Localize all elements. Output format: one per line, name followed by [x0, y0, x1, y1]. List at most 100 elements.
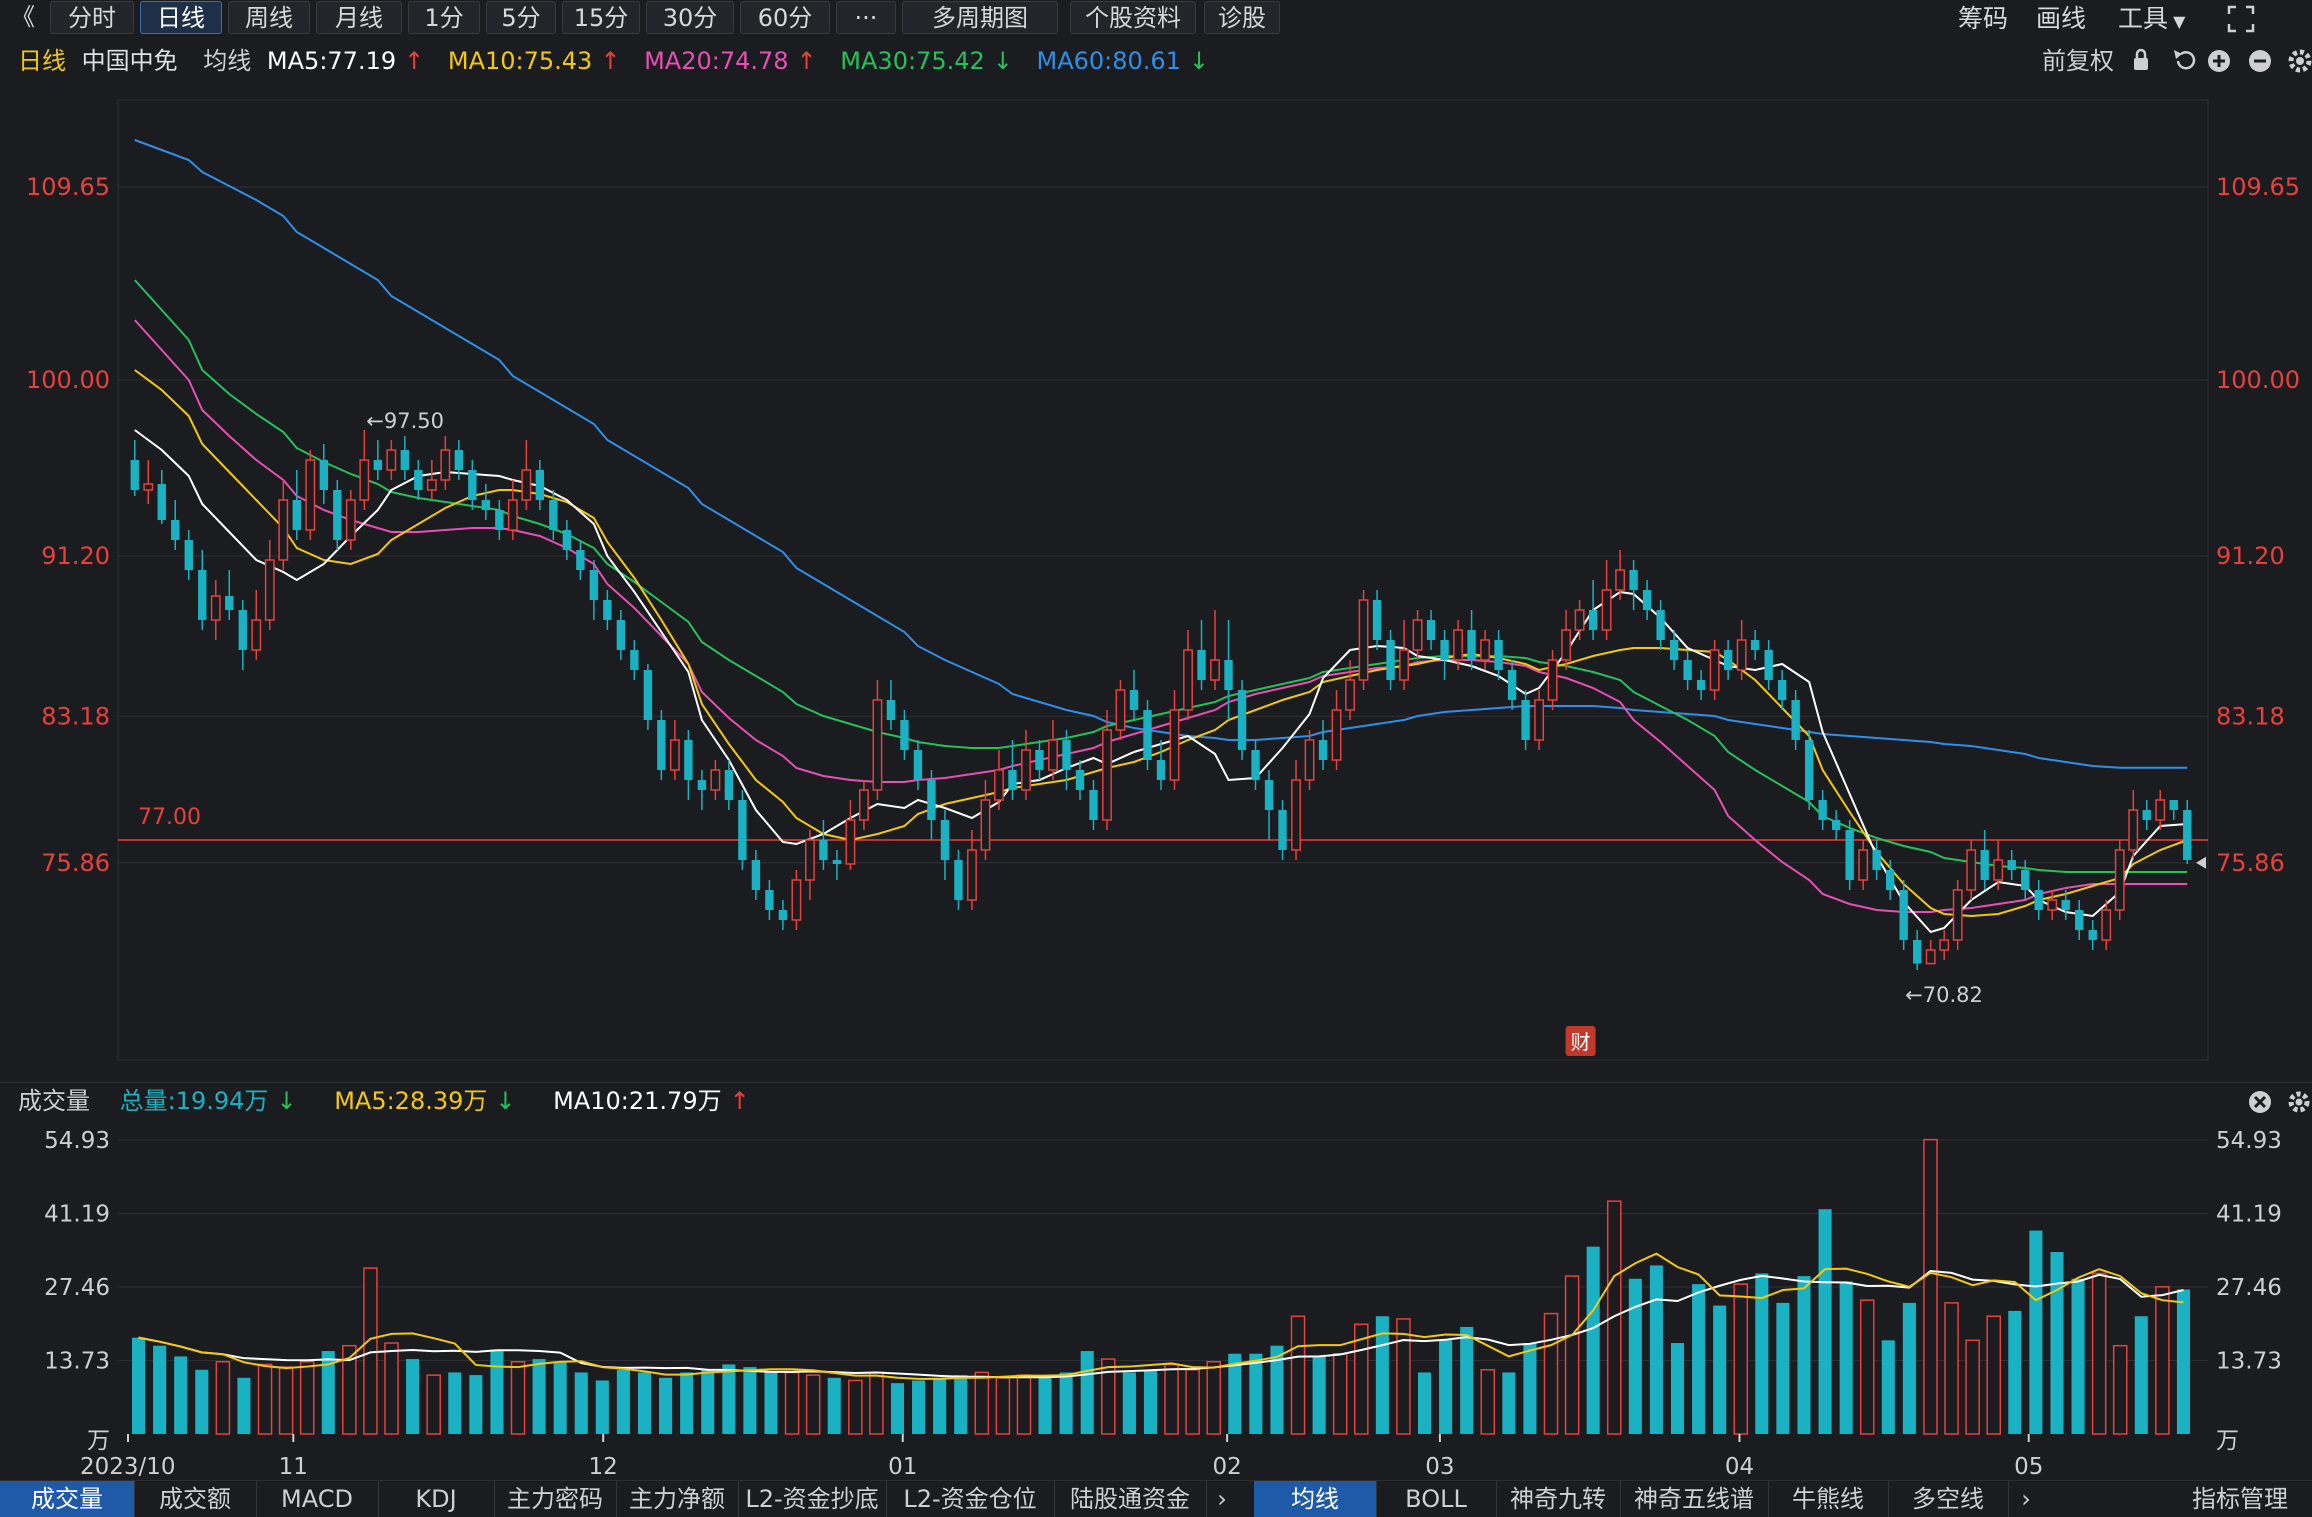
bottom-tab-8[interactable]: 陆股通资金: [1054, 1481, 1207, 1517]
indicator-tab-4[interactable]: 牛熊线: [1768, 1481, 1889, 1517]
candle[interactable]: [913, 740, 923, 790]
volume-bar-down[interactable]: [2008, 1310, 2022, 1434]
volume-bar-down[interactable]: [827, 1377, 841, 1434]
candle[interactable]: [1440, 630, 1449, 680]
volume-bar-up[interactable]: [426, 1374, 441, 1435]
candle[interactable]: [1224, 620, 1233, 720]
candle[interactable]: [1736, 620, 1747, 680]
volume-bar-down[interactable]: [469, 1375, 483, 1434]
bottom-tab-1[interactable]: 成交额: [134, 1481, 257, 1517]
volume-bar-down[interactable]: [1755, 1273, 1769, 1434]
volume-bar-up[interactable]: [1543, 1312, 1559, 1435]
volume-settings-gear-icon[interactable]: [2288, 1091, 2310, 1113]
volume-bar-down[interactable]: [1312, 1356, 1326, 1434]
candle[interactable]: [1601, 560, 1612, 640]
period-button-3[interactable]: 月线: [316, 1, 402, 34]
candle[interactable]: [2142, 800, 2151, 830]
candle[interactable]: [1656, 600, 1665, 650]
candle[interactable]: [426, 460, 437, 500]
candle[interactable]: [333, 480, 342, 550]
candle[interactable]: [549, 490, 558, 540]
candle[interactable]: [738, 790, 747, 870]
candle[interactable]: [940, 810, 950, 880]
period-button-5[interactable]: 5分: [486, 1, 556, 34]
more-tabs-chevron-icon[interactable]: ›: [1217, 1485, 1227, 1513]
candle[interactable]: [1561, 610, 1572, 670]
period-button-7[interactable]: 30分: [646, 1, 734, 34]
candle[interactable]: [1939, 930, 1950, 960]
indicator-tab-5[interactable]: 多空线: [1888, 1481, 2009, 1517]
volume-bar-down[interactable]: [1228, 1353, 1242, 1434]
candle[interactable]: [2021, 860, 2030, 900]
candle[interactable]: [858, 780, 869, 830]
candle[interactable]: [373, 440, 382, 480]
candle[interactable]: [414, 460, 423, 500]
candle[interactable]: [1845, 820, 1854, 890]
candle[interactable]: [1453, 620, 1464, 670]
volume-bar-down[interactable]: [321, 1351, 335, 1434]
candle[interactable]: [1899, 880, 1908, 950]
candle[interactable]: [778, 900, 788, 930]
volume-bar-down[interactable]: [2176, 1289, 2190, 1434]
candle[interactable]: [1008, 740, 1017, 800]
candle[interactable]: [1669, 630, 1679, 670]
candle[interactable]: [1115, 680, 1126, 740]
candle[interactable]: [130, 440, 139, 496]
period-button-12[interactable]: 诊股: [1204, 1, 1280, 34]
candle[interactable]: [1615, 550, 1626, 600]
candle[interactable]: [1872, 840, 1881, 880]
candle[interactable]: [2061, 890, 2070, 920]
candle[interactable]: [238, 600, 247, 670]
volume-bar-up[interactable]: [848, 1379, 863, 1435]
candle[interactable]: [2075, 900, 2084, 940]
volume-bar-up[interactable]: [1965, 1339, 1980, 1435]
candle[interactable]: [143, 460, 154, 504]
candle[interactable]: [1089, 780, 1098, 830]
bottom-tab-0[interactable]: 成交量: [0, 1481, 135, 1517]
collapse-icon[interactable]: 《: [11, 3, 35, 31]
candle[interactable]: [1291, 760, 1301, 860]
volume-title[interactable]: 成交量: [18, 1087, 90, 1115]
indicator-tab-3[interactable]: 神奇五线谱: [1620, 1481, 1769, 1517]
volume-bar-down[interactable]: [680, 1372, 694, 1434]
candle[interactable]: [2169, 800, 2178, 820]
candle[interactable]: [1588, 580, 1598, 640]
candle[interactable]: [576, 540, 585, 580]
volume-bar-up[interactable]: [384, 1342, 399, 1435]
period-button-11[interactable]: 个股资料: [1070, 1, 1196, 34]
candle[interactable]: [657, 710, 666, 780]
candle[interactable]: [278, 480, 289, 570]
volume-bar-down[interactable]: [132, 1337, 146, 1434]
candle[interactable]: [251, 590, 262, 660]
candle[interactable]: [535, 460, 545, 510]
volume-bar-down[interactable]: [1692, 1284, 1706, 1434]
volume-bar-down[interactable]: [1502, 1372, 1516, 1434]
candle[interactable]: [1264, 770, 1274, 840]
volume-bar-down[interactable]: [2029, 1230, 2043, 1434]
volume-bar-down[interactable]: [1776, 1302, 1790, 1434]
candle[interactable]: [1818, 790, 1827, 830]
candle[interactable]: [1777, 670, 1787, 710]
candle[interactable]: [481, 484, 491, 520]
candle[interactable]: [1966, 840, 1977, 900]
candle[interactable]: [1791, 690, 1800, 750]
candle[interactable]: [643, 664, 653, 730]
candle[interactable]: [1102, 710, 1112, 830]
volume-bar-up[interactable]: [1923, 1138, 1938, 1435]
volume-bar-down[interactable]: [553, 1361, 567, 1434]
volume-bar-down[interactable]: [448, 1372, 462, 1434]
candle[interactable]: [845, 800, 856, 870]
period-button-4[interactable]: 1分: [408, 1, 480, 34]
candle[interactable]: [1723, 640, 1733, 680]
indicator-tab-2[interactable]: 神奇九转: [1496, 1481, 1621, 1517]
candle[interactable]: [603, 590, 612, 630]
candle[interactable]: [1952, 880, 1963, 950]
volume-bar-down[interactable]: [1670, 1343, 1685, 1434]
lock-icon[interactable]: [2134, 48, 2148, 70]
volume-bar-down[interactable]: [1122, 1372, 1136, 1434]
candle[interactable]: [157, 470, 166, 524]
tools-menu-button[interactable]: 工具 ▼: [2118, 2, 2185, 38]
volume-bar-up[interactable]: [1185, 1369, 1200, 1435]
volume-bar-down[interactable]: [637, 1372, 652, 1434]
candle[interactable]: [1804, 730, 1814, 810]
